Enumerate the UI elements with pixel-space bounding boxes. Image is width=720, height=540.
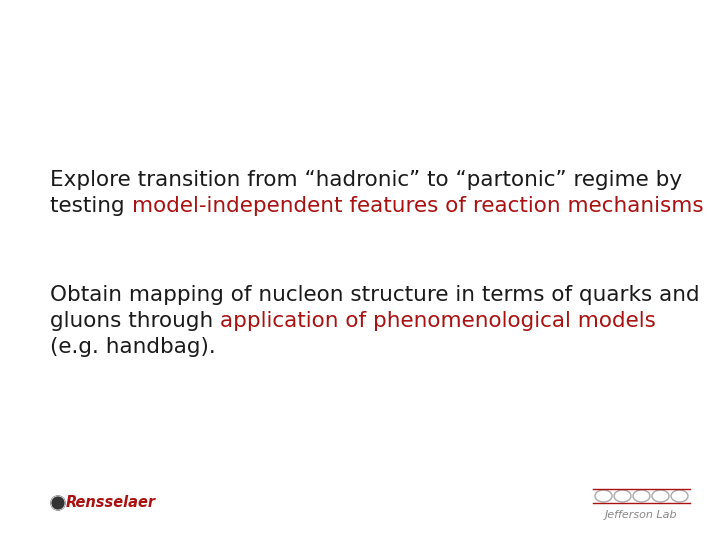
Text: Explore transition from “hadronic” to “partonic” regime by: Explore transition from “hadronic” to “p…: [50, 170, 682, 190]
Text: (e.g. handbag).: (e.g. handbag).: [50, 337, 216, 357]
Text: model-independent features of reaction mechanisms: model-independent features of reaction m…: [132, 196, 703, 216]
Text: testing: testing: [50, 196, 132, 216]
Text: Rensselaer: Rensselaer: [66, 495, 156, 510]
Text: Obtain mapping of nucleon structure in terms of quarks and: Obtain mapping of nucleon structure in t…: [50, 285, 700, 305]
Text: gluons through: gluons through: [50, 311, 220, 331]
Text: Jefferson Lab: Jefferson Lab: [606, 510, 678, 520]
Text: application of phenomenological models: application of phenomenological models: [220, 311, 656, 331]
Circle shape: [51, 496, 65, 510]
